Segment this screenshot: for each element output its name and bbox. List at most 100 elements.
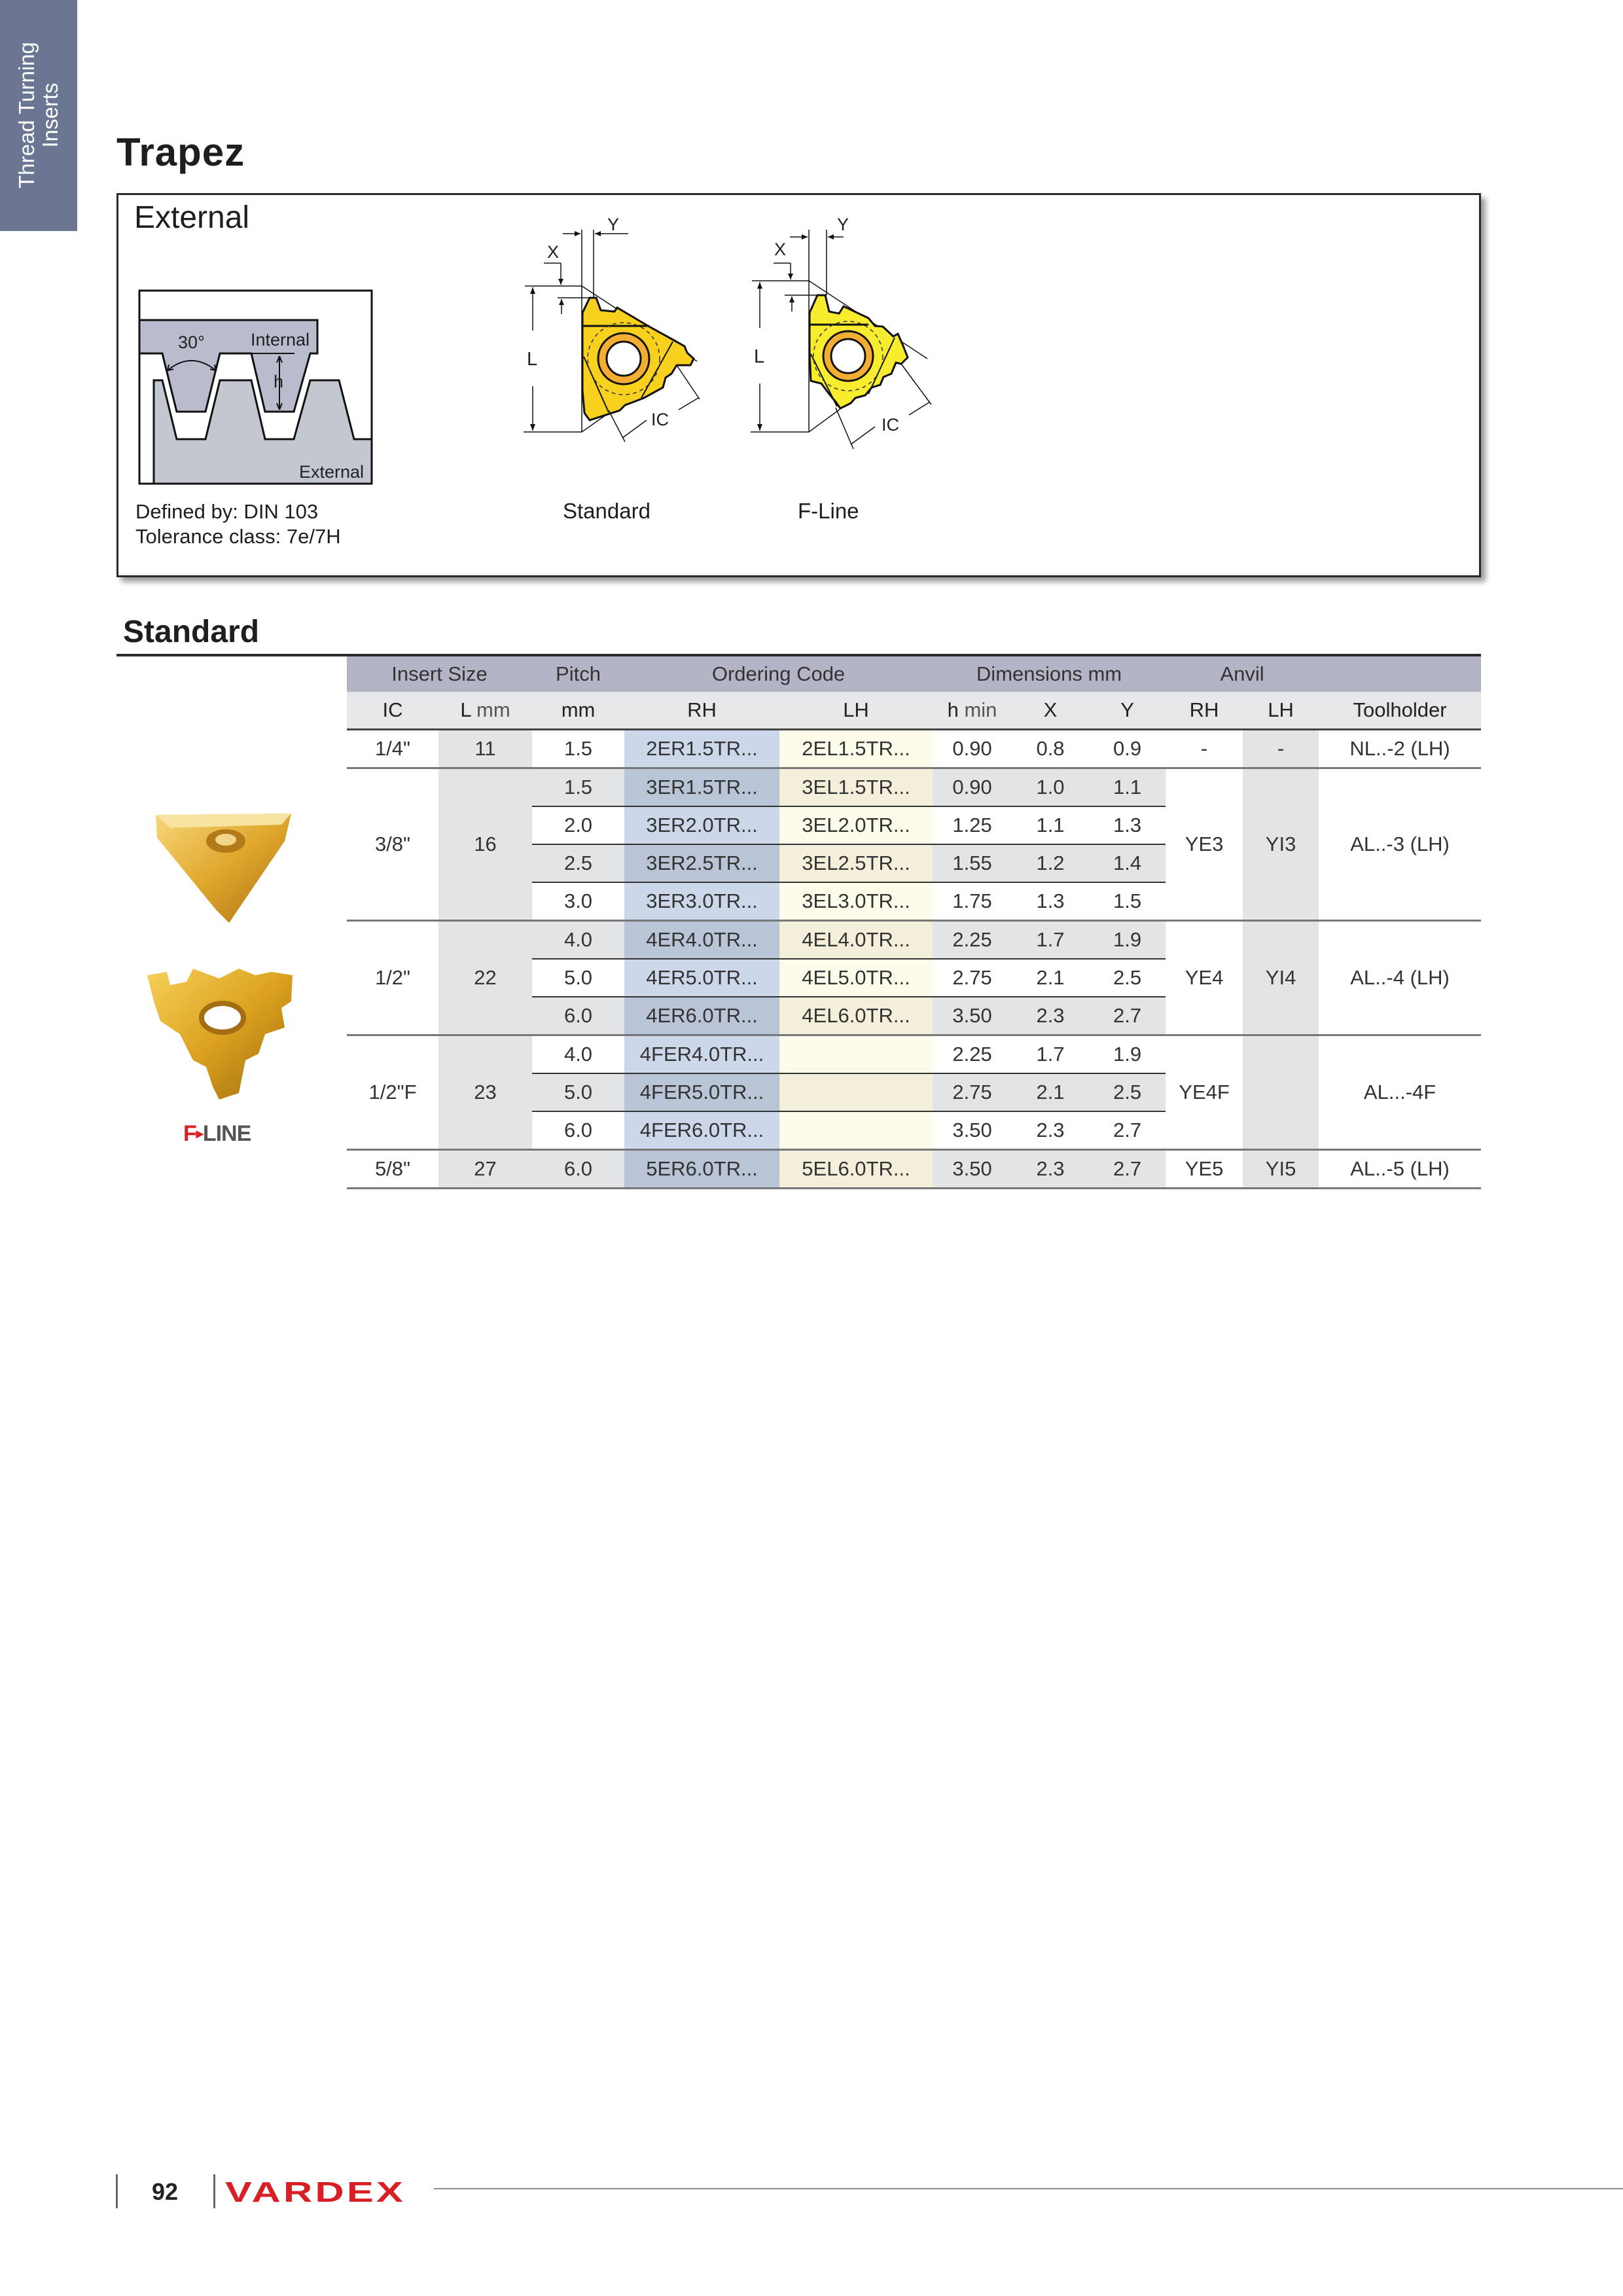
cell-y: 1.5	[1089, 882, 1166, 921]
col-rh: RH	[624, 692, 780, 730]
cell-pitch: 6.0	[532, 996, 625, 1035]
cell-ic: 5/8"	[347, 1149, 438, 1189]
cell-lh-code	[779, 1073, 933, 1111]
cell-rh-code: 4FER4.0TR...	[624, 1034, 780, 1073]
cell-l: 16	[438, 767, 533, 921]
col-h-min: h min	[933, 692, 1012, 730]
y-dimension-label: Y	[837, 215, 849, 234]
cell-anvil-rh: YE5	[1166, 1149, 1243, 1189]
cell-rh-code: 4ER6.0TR...	[624, 996, 780, 1035]
cell-anvil-rh: YE3	[1166, 767, 1243, 921]
cell-x: 1.7	[1012, 1034, 1090, 1073]
cell-toolholder: AL..-4 (LH)	[1319, 920, 1482, 1035]
cell-rh-code: 4FER6.0TR...	[624, 1111, 780, 1150]
cell-toolholder: AL..-5 (LH)	[1319, 1149, 1482, 1189]
cell-h-min: 3.50	[933, 996, 1012, 1035]
col-h-label: h	[947, 698, 959, 721]
fline-logo-f: F	[183, 1121, 197, 1146]
cell-lh-code	[779, 1111, 933, 1150]
cell-anvil-lh: YI4	[1243, 920, 1319, 1035]
cell-rh-code: 3ER1.5TR...	[624, 767, 780, 806]
fline-diagram-label: F-Line	[798, 499, 859, 523]
section-tab: Thread Turning Inserts	[0, 0, 77, 231]
cell-pitch: 1.5	[532, 728, 625, 768]
col-pitch-mm: mm	[532, 692, 625, 730]
cell-x: 2.3	[1012, 1111, 1090, 1150]
footer-divider	[116, 2174, 118, 2208]
cell-rh-code: 5ER6.0TR...	[624, 1149, 780, 1189]
col-ic: IC	[347, 692, 438, 730]
cell-toolholder: AL...-4F	[1319, 1034, 1482, 1150]
cell-lh-code: 3EL1.5TR...	[779, 767, 933, 806]
table-row: 6.0 4ER6.0TR... 4EL6.0TR... 3.50 2.3 2.7	[347, 996, 1481, 1035]
cell-pitch: 3.0	[532, 882, 625, 921]
section-heading: Standard	[123, 615, 260, 649]
header-insert-size: Insert Size	[347, 656, 533, 692]
section-tab-line1: Thread Turning	[14, 42, 39, 188]
cell-h-min: 3.50	[933, 1111, 1012, 1150]
cell-h-min: 3.50	[933, 1149, 1012, 1189]
cell-x: 2.3	[1012, 996, 1090, 1035]
footer-divider	[213, 2174, 215, 2208]
cell-l: 11	[438, 728, 533, 768]
ic-dimension-label: IC	[882, 415, 899, 435]
col-anvil-lh: LH	[1243, 692, 1319, 730]
cell-rh-code: 4FER5.0TR...	[624, 1073, 780, 1111]
h-label: h	[274, 372, 283, 391]
external-title: External	[134, 200, 250, 235]
cell-rh-code: 4ER4.0TR...	[624, 920, 780, 959]
table-body: 1/4" 11 1.5 2ER1.5TR... 2EL1.5TR... 0.90 0.8 0.…	[347, 728, 1482, 1189]
cell-pitch: 6.0	[532, 1149, 625, 1189]
internal-label: Internal	[251, 330, 310, 350]
cell-y: 1.1	[1089, 767, 1166, 806]
cell-anvil-rh: YE4F	[1166, 1034, 1243, 1150]
cell-pitch: 2.0	[532, 806, 625, 844]
table-row: 5.0 4FER5.0TR... 2.75 2.1 2.5	[347, 1073, 1481, 1111]
cell-x: 0.8	[1012, 728, 1090, 768]
cell-h-min: 1.55	[933, 844, 1012, 882]
cell-lh-code	[779, 1034, 933, 1073]
cell-h-min: 2.75	[933, 958, 1012, 997]
table-row: 6.0 4FER6.0TR... 3.50 2.3 2.7	[347, 1111, 1481, 1150]
diagrams: 30° Internal h External X Y L IC	[138, 215, 932, 485]
page-number: 92	[152, 2178, 179, 2205]
col-l-label: L	[460, 698, 471, 721]
insert-table: Insert Size Pitch Ordering Code Dimensio…	[347, 656, 1482, 1189]
cell-x: 2.1	[1012, 1073, 1090, 1111]
external-label: External	[299, 462, 364, 482]
vardex-logo-text: VARDEX	[225, 2177, 406, 2207]
cell-anvil-rh: YE4	[1166, 920, 1243, 1035]
col-anvil-rh: RH	[1166, 692, 1243, 730]
cell-anvil-lh: -	[1243, 728, 1319, 768]
header-ordering-code: Ordering Code	[624, 656, 933, 692]
cell-x: 1.1	[1012, 806, 1090, 844]
page-title: Trapez	[116, 130, 245, 174]
cell-lh-code: 3EL2.5TR...	[779, 844, 933, 882]
cell-y: 1.9	[1089, 920, 1166, 959]
cell-rh-code: 3ER2.0TR...	[624, 806, 780, 844]
table-row: 2.0 3ER2.0TR... 3EL2.0TR... 1.25 1.1 1.3	[347, 806, 1481, 844]
cell-lh-code: 4EL4.0TR...	[779, 920, 933, 959]
cell-x: 2.3	[1012, 1149, 1090, 1189]
l-dimension-label: L	[527, 349, 537, 370]
cell-y: 0.9	[1089, 728, 1166, 768]
tolerance-text: Tolerance class: 7e/7H	[135, 525, 341, 548]
section-tab-line2: Inserts	[38, 82, 62, 148]
cell-x: 1.3	[1012, 882, 1090, 921]
col-l-unit: mm	[471, 698, 510, 721]
cell-h-min: 2.25	[933, 1034, 1012, 1073]
cell-y: 2.7	[1089, 996, 1166, 1035]
col-toolholder: Toolholder	[1319, 692, 1482, 730]
thread-profile-diagram: 30° Internal h External	[138, 289, 373, 485]
section-divider	[116, 654, 1481, 656]
cell-pitch: 4.0	[532, 1034, 625, 1073]
cell-lh-code: 5EL6.0TR...	[779, 1149, 933, 1189]
y-dimension-label: Y	[607, 215, 619, 234]
cell-l: 27	[438, 1149, 533, 1189]
cell-pitch: 2.5	[532, 844, 625, 882]
cell-l: 22	[438, 920, 533, 1035]
cell-ic: 3/8"	[347, 767, 438, 921]
cell-pitch: 5.0	[532, 1073, 625, 1111]
standard-insert-photo	[156, 814, 291, 923]
cell-anvil-lh	[1243, 1034, 1319, 1150]
